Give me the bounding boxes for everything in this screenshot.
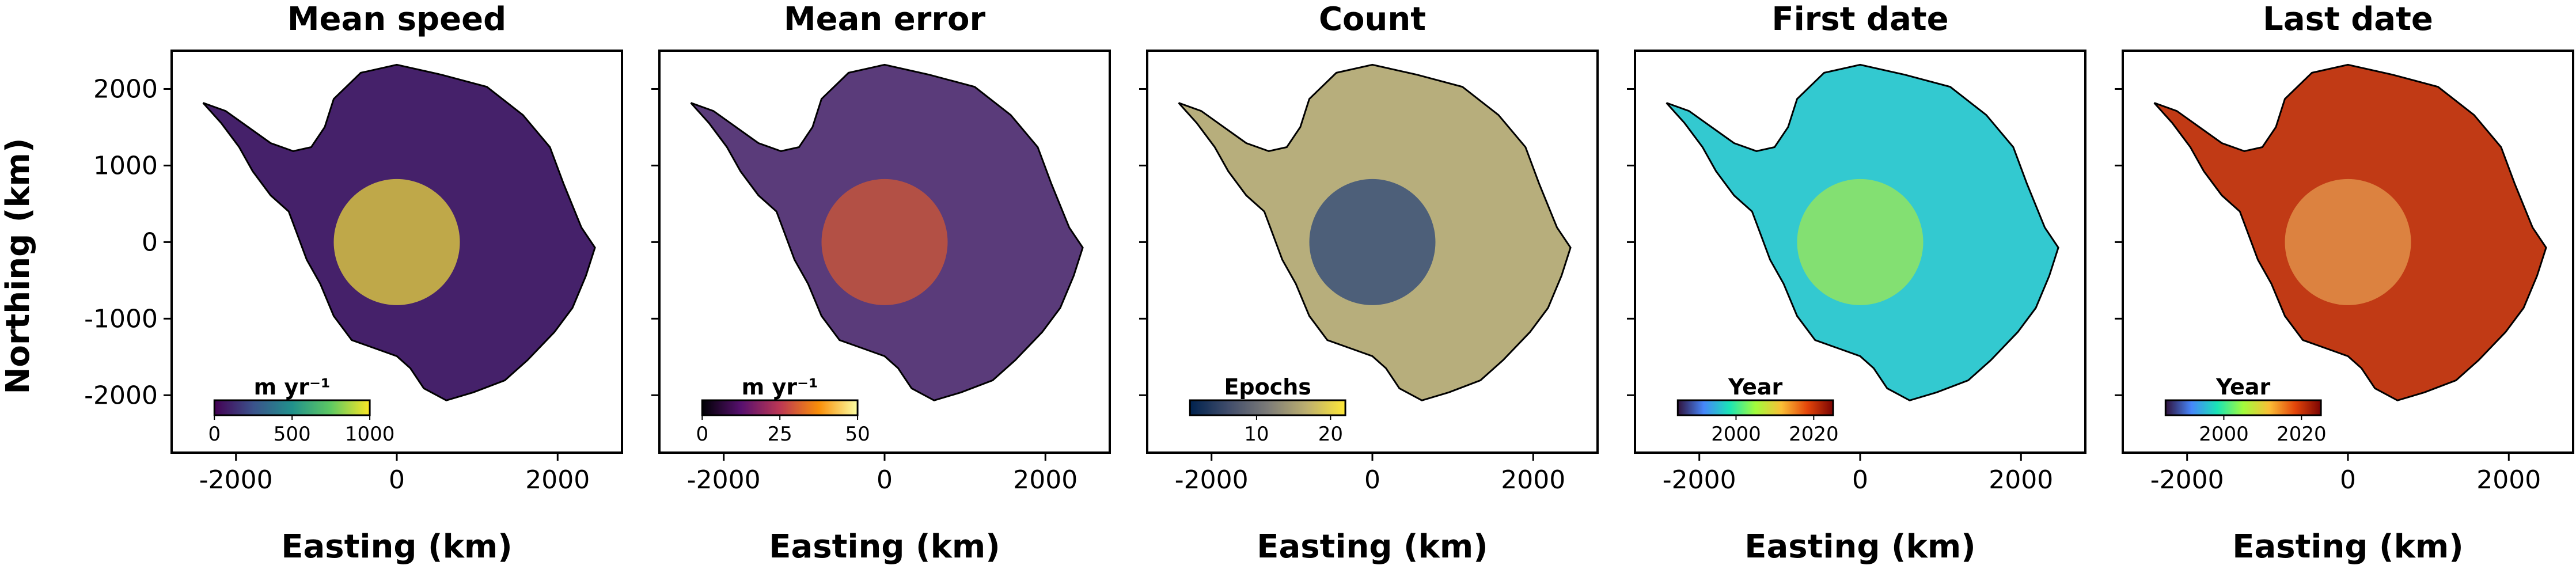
- y-tick-label: -1000: [84, 304, 158, 333]
- x-tick-label: -2000: [199, 465, 273, 495]
- colorbar: [1676, 399, 1834, 416]
- y-tick-label: -2000: [84, 381, 158, 410]
- colorbar-tick-label: 2020: [1789, 423, 1839, 446]
- panel-first-date: First date -2000 0 2000 Easting (km) Year 2000…: [1627, 1, 2086, 566]
- x-axis-label: Easting (km): [1257, 528, 1488, 566]
- y-tick-label: 0: [142, 227, 158, 257]
- chart-title: Count: [1319, 1, 1426, 38]
- chart-title: First date: [1771, 1, 1948, 38]
- colorbar-label: Year: [1728, 374, 1782, 400]
- x-axis-label: Easting (km): [769, 528, 1000, 566]
- x-tick-label: -2000: [2150, 465, 2224, 495]
- colorbar-tick-label: 2000: [1711, 423, 1761, 446]
- map-pole-region: [821, 179, 948, 305]
- x-tick-label: 0: [877, 465, 893, 495]
- x-tick-label: -2000: [1663, 465, 1736, 495]
- colorbar-tick-label: 1000: [345, 423, 395, 446]
- x-axis-label: Easting (km): [2232, 528, 2464, 566]
- x-tick-label: 2000: [1013, 465, 1078, 495]
- x-tick-label: 2000: [1989, 465, 2053, 495]
- colorbar: [1189, 399, 1346, 416]
- panel-count: Count -2000 0 2000 Easting (km) Epochs 10 20: [1139, 1, 1599, 566]
- colorbar-tick-label: 0: [696, 423, 708, 446]
- colorbar-label: Year: [2215, 374, 2270, 400]
- chart-title: Mean speed: [287, 1, 506, 38]
- colorbar-tick-label: 2000: [2199, 423, 2249, 446]
- colorbar-tick-label: 10: [1244, 423, 1269, 446]
- colorbar-tick-label: 20: [1318, 423, 1343, 446]
- x-tick-label: 0: [1852, 465, 1868, 495]
- x-axis-label: Easting (km): [281, 528, 513, 566]
- panel-last-date: Last date -2000 0 2000 Easting (km) Year 2000 2…: [2115, 1, 2574, 566]
- x-tick-label: 2000: [525, 465, 590, 495]
- map-pole-region: [1797, 179, 1924, 305]
- chart-title: Mean error: [784, 1, 986, 38]
- panel-mean-error: Mean error -2000 0 2000 Easting (km) m yr⁻¹ 0 2…: [651, 1, 1111, 566]
- x-tick-label: 0: [2340, 465, 2356, 495]
- colorbar: [701, 399, 859, 416]
- x-tick-label: 2000: [1501, 465, 1565, 495]
- colorbar-label: m yr⁻¹: [742, 374, 818, 400]
- colorbar-label: m yr⁻¹: [254, 374, 331, 400]
- map-pole-region: [333, 179, 460, 305]
- x-tick-label: -2000: [1175, 465, 1249, 495]
- colorbar: [2164, 399, 2322, 416]
- panel-mean-speed: Mean speed -2000 0 2000 2000 1000 0 -1000 -2000 E…: [84, 1, 623, 566]
- x-tick-label: 2000: [2476, 465, 2541, 495]
- y-tick-label: 2000: [93, 74, 158, 104]
- colorbar-tick-label: 500: [274, 423, 311, 446]
- x-tick-label: 0: [1364, 465, 1380, 495]
- x-axis-label: Easting (km): [1744, 528, 1976, 566]
- map-pole-region: [2285, 179, 2411, 305]
- colorbar-tick-label: 2020: [2277, 423, 2327, 446]
- colorbar-label: Epochs: [1224, 374, 1311, 400]
- figure-ylabel: Northing (km): [0, 138, 37, 394]
- colorbar-tick-label: 25: [768, 423, 792, 446]
- chart-title: Last date: [2263, 1, 2433, 38]
- x-tick-label: -2000: [687, 465, 761, 495]
- colorbar-tick-label: 50: [845, 423, 870, 446]
- colorbar: [213, 399, 371, 416]
- colorbar-tick-label: 0: [208, 423, 221, 446]
- map-pole-region: [1309, 179, 1436, 305]
- y-tick-label: 1000: [93, 151, 158, 180]
- x-tick-label: 0: [389, 465, 405, 495]
